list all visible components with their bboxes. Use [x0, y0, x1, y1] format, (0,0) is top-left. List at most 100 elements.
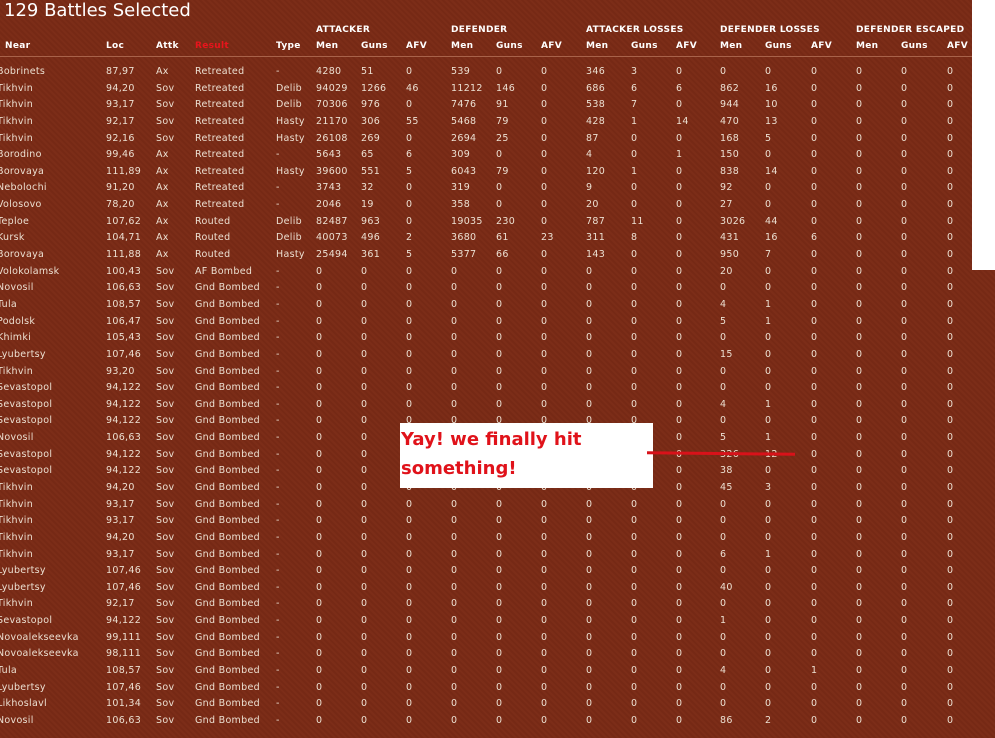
cell: 107,46 — [106, 348, 142, 360]
cell: 0 — [947, 348, 954, 360]
cell: 0 — [541, 365, 548, 377]
cell: 13 — [765, 115, 778, 127]
cell: 4 — [720, 665, 727, 677]
column-header[interactable]: Men — [720, 41, 743, 51]
cell: 0 — [765, 382, 772, 394]
column-header[interactable]: AFV — [947, 41, 968, 51]
cell: Sov — [156, 298, 175, 310]
cell: 0 — [765, 681, 772, 693]
column-header[interactable]: Guns — [496, 41, 523, 51]
cell: - — [276, 182, 280, 194]
cell: Routed — [195, 215, 231, 227]
column-header[interactable]: Guns — [765, 41, 792, 51]
column-header[interactable]: Loc — [106, 41, 125, 51]
cell: 538 — [586, 99, 606, 111]
cell: 0 — [631, 398, 638, 410]
column-header[interactable]: Men — [586, 41, 609, 51]
cell: 0 — [947, 615, 954, 627]
cell: Retreated — [195, 199, 245, 211]
cell: Tikhvin — [0, 515, 34, 527]
column-header[interactable]: Near — [5, 41, 31, 51]
cell: AF Bombed — [195, 265, 253, 277]
cell: Retreated — [195, 182, 245, 194]
cell: 0 — [541, 99, 548, 111]
cell: Gnd Bombed — [195, 365, 260, 377]
cell: 0 — [901, 165, 908, 177]
cell: 0 — [676, 698, 683, 710]
cell: 26108 — [316, 132, 348, 144]
cell: Gnd Bombed — [195, 415, 260, 427]
cell: Tikhvin — [0, 115, 34, 127]
cell: 6 — [811, 232, 818, 244]
cell: 0 — [676, 548, 683, 560]
cell: 0 — [451, 681, 458, 693]
column-header[interactable]: Guns — [631, 41, 658, 51]
column-header[interactable]: AFV — [676, 41, 697, 51]
cell: Sov — [156, 282, 175, 294]
cell: 44 — [765, 215, 778, 227]
cell: 0 — [856, 565, 863, 577]
cell: Sevastopol — [0, 615, 53, 627]
column-header[interactable]: AFV — [406, 41, 427, 51]
cell: 0 — [676, 382, 683, 394]
cell: Retreated — [195, 82, 245, 94]
cell: 2694 — [451, 132, 477, 144]
cell: 319 — [451, 182, 471, 194]
cell: Tula — [0, 298, 18, 310]
cell: 0 — [586, 498, 593, 510]
column-header[interactable]: AFV — [541, 41, 562, 51]
cell: 0 — [406, 298, 413, 310]
cell: 0 — [316, 698, 323, 710]
column-header[interactable]: Guns — [901, 41, 928, 51]
cell: Bobrinets — [0, 66, 46, 77]
cell: 0 — [947, 265, 954, 277]
cell: 0 — [811, 448, 818, 460]
cell: 0 — [631, 565, 638, 577]
cell: 1 — [811, 665, 818, 677]
cell: - — [276, 615, 280, 627]
cell: 0 — [496, 66, 503, 77]
column-header[interactable]: Men — [451, 41, 474, 51]
column-header[interactable]: AFV — [811, 41, 832, 51]
cell: 65 — [361, 149, 374, 161]
cell: 0 — [496, 398, 503, 410]
cell: 309 — [451, 149, 471, 161]
cell: 0 — [676, 315, 683, 327]
cell: 0 — [631, 282, 638, 294]
cell: 16 — [765, 232, 778, 244]
cell: Gnd Bombed — [195, 398, 260, 410]
cell: 0 — [541, 665, 548, 677]
column-header[interactable]: Type — [276, 41, 301, 51]
column-header[interactable]: Attk — [156, 41, 179, 51]
cell: 19 — [361, 199, 374, 211]
cell: 0 — [947, 382, 954, 394]
cell: 0 — [947, 249, 954, 261]
cell: Borovaya — [0, 165, 45, 177]
cell: 0 — [316, 315, 323, 327]
cell: 0 — [856, 415, 863, 427]
cell: 0 — [901, 282, 908, 294]
cell: 19035 — [451, 215, 483, 227]
cell: 0 — [856, 99, 863, 111]
cell: 4280 — [316, 66, 342, 77]
cell: Gnd Bombed — [195, 598, 260, 610]
cell: 0 — [541, 648, 548, 660]
cell: 0 — [361, 315, 368, 327]
cell: 0 — [316, 515, 323, 527]
cell: 0 — [451, 581, 458, 593]
cell: 0 — [947, 631, 954, 643]
column-header[interactable]: Guns — [361, 41, 388, 51]
column-header[interactable]: Men — [856, 41, 879, 51]
column-header[interactable]: Men — [316, 41, 339, 51]
column-header[interactable]: Result — [195, 41, 229, 51]
cell: 0 — [720, 648, 727, 660]
cell: 40 — [720, 581, 733, 593]
cell: 93,17 — [106, 548, 135, 560]
cell: 0 — [496, 581, 503, 593]
cell: 0 — [811, 565, 818, 577]
cell: 0 — [901, 581, 908, 593]
cell: 0 — [451, 665, 458, 677]
cell: 0 — [856, 315, 863, 327]
cell: 6043 — [451, 165, 477, 177]
cell: 0 — [765, 698, 772, 710]
